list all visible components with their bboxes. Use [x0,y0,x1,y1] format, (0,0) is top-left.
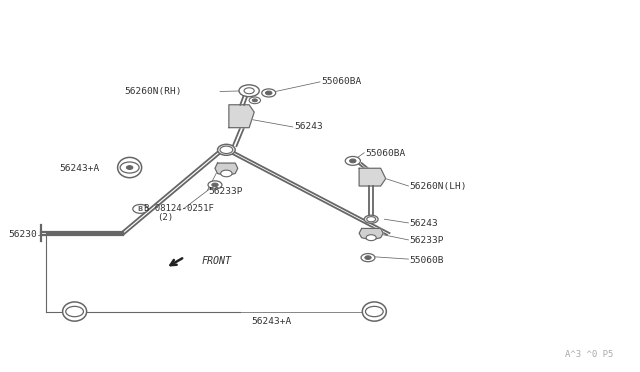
Polygon shape [359,228,383,240]
Text: 56243+A: 56243+A [60,164,100,173]
Polygon shape [229,105,254,128]
Circle shape [365,307,383,317]
Text: 56233P: 56233P [209,187,243,196]
Circle shape [120,162,139,173]
Circle shape [208,181,222,189]
Text: 56230: 56230 [8,230,36,239]
Circle shape [249,97,260,104]
Polygon shape [215,163,237,176]
Circle shape [266,91,272,95]
Circle shape [66,307,83,317]
Text: 56243: 56243 [294,122,323,131]
Polygon shape [359,168,386,186]
Circle shape [349,159,356,163]
Text: A^3 ^0 P5: A^3 ^0 P5 [565,350,613,359]
Circle shape [252,99,257,102]
Ellipse shape [218,144,236,155]
Circle shape [361,254,375,262]
Circle shape [239,85,259,97]
Circle shape [244,88,254,94]
Circle shape [367,217,376,222]
Circle shape [220,146,233,154]
Text: B 08124-0251F: B 08124-0251F [144,204,214,214]
Text: 56243: 56243 [410,219,438,228]
Ellipse shape [364,215,378,223]
Text: 56260N(LH): 56260N(LH) [410,182,467,191]
Circle shape [345,157,360,165]
Text: FRONT: FRONT [201,256,231,266]
Text: 55060B: 55060B [410,256,444,265]
Text: 56243+A: 56243+A [252,317,292,326]
Text: 56260N(RH): 56260N(RH) [125,87,182,96]
Circle shape [365,256,371,260]
Text: 55060BA: 55060BA [321,77,362,86]
Ellipse shape [63,302,86,321]
Circle shape [212,183,218,187]
Circle shape [262,89,276,97]
Circle shape [132,205,148,213]
Text: B: B [138,206,143,212]
Circle shape [127,166,132,169]
Ellipse shape [362,302,387,321]
Ellipse shape [118,157,141,178]
Text: (2): (2) [157,213,173,222]
Circle shape [366,235,376,241]
Circle shape [221,170,232,177]
Text: 55060BA: 55060BA [365,149,406,158]
Text: 56233P: 56233P [410,236,444,245]
